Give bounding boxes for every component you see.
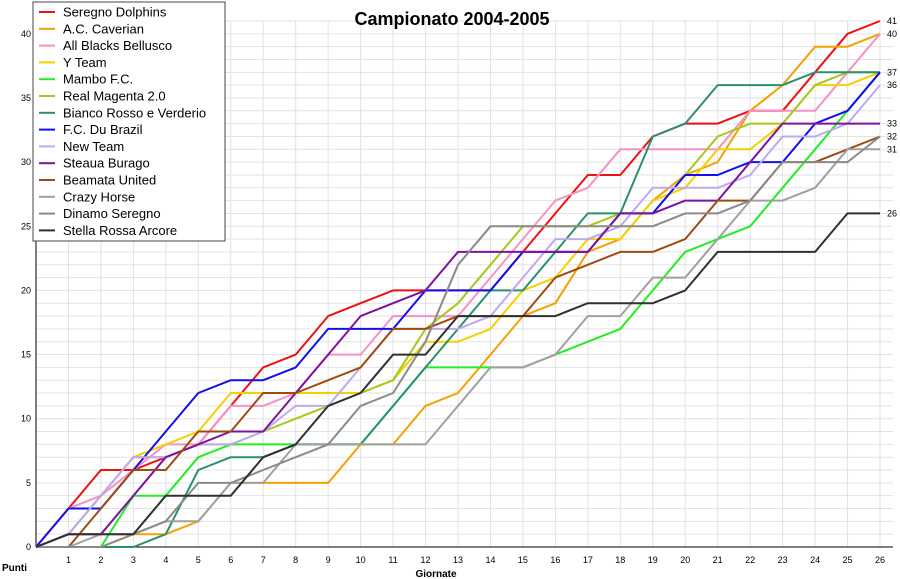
x-axis-label: Giornate [415,569,457,579]
chart-title: Campionato 2004-2005 [354,9,549,29]
y-tick-label: 35 [21,93,31,103]
legend-entry: Stella Rossa Arcore [63,223,177,238]
legend-entry: Real Magenta 2.0 [63,89,166,104]
legend-entry: Dinamo Seregno [63,206,161,221]
legend-box [32,1,226,242]
x-tick-label: 16 [550,555,560,565]
series-end-labels: 41 40 37 36 33 32 31 26 [887,16,897,218]
x-tick-label: 18 [615,555,625,565]
legend-entry: Y Team [63,55,107,70]
x-tick-label: 20 [680,555,690,565]
y-tick-label: 5 [26,478,31,488]
x-tick-labels: 1 2 3 4 5 6 7 8 9 10 11 12 13 14 15 16 17 18 19 20 21 22 23 24 2… [66,555,885,565]
y-tick-label: 40 [21,29,31,39]
x-tick-label: 13 [453,555,463,565]
series-line [36,71,881,548]
x-tick-label: 3 [131,555,136,565]
series-line [36,135,881,548]
series-end-label: 33 [887,119,897,129]
x-tick-label: 21 [713,555,723,565]
x-tick-label: 25 [843,555,853,565]
x-tick-label: 19 [648,555,658,565]
x-tick-label: 26 [875,555,885,565]
x-tick-label: 4 [163,555,168,565]
legend-entry: Seregno Dolphins [63,5,167,20]
x-tick-label: 9 [326,555,331,565]
y-tick-label: 20 [21,285,31,295]
legend-entry: New Team [63,139,124,154]
x-tick-label: 14 [485,555,495,565]
x-tick-label: 11 [388,555,397,565]
series-end-label: 32 [887,131,897,141]
x-tick-label: 1 [66,555,71,565]
series-line [35,71,881,548]
x-tick-label: 15 [518,555,528,565]
legend-entry: Crazy Horse [63,189,135,204]
y-tick-label: 15 [21,350,31,360]
series-line [35,122,880,548]
x-tick-label: 22 [745,555,755,565]
series-line [35,71,881,548]
legend-entry: A.C. Caverian [63,21,144,36]
series-end-label: 31 [887,144,897,154]
legend-entry: All Blacks Bellusco [63,38,172,53]
x-tick-label: 10 [356,555,366,565]
y-tick-label: 10 [21,414,31,424]
y-tick-label: 30 [21,157,31,167]
series-end-label: 37 [887,67,897,77]
series-end-label: 40 [887,29,897,39]
series-lines [35,20,881,548]
legend-entry: Beamata United [63,173,156,188]
x-tick-label: 2 [98,555,103,565]
x-tick-label: 7 [261,555,266,565]
x-tick-label: 8 [293,555,298,565]
y-axis-label: Punti [2,563,27,574]
legend-entry: Bianco Rosso e Verderio [63,105,206,120]
x-tick-label: 6 [228,555,233,565]
y-tick-label: 0 [26,542,31,552]
series-line [36,148,880,548]
y-tick-labels: 0 5 10 15 20 25 30 35 40 [21,29,31,552]
y-tick-label: 25 [21,221,31,231]
x-tick-label: 17 [583,555,593,565]
series-end-label: 36 [887,80,897,90]
legend-entry: Steaua Burago [63,156,150,171]
x-tick-label: 23 [778,555,788,565]
series-line [35,212,880,548]
legend-entry: Mambo F.C. [63,72,133,87]
series-end-label: 26 [887,208,897,218]
legend-entry: F.C. Du Brazil [63,122,143,137]
x-tick-label: 5 [196,555,201,565]
x-tick-label: 12 [421,555,431,565]
series-end-label: 41 [887,16,897,26]
x-tick-label: 24 [810,555,820,565]
